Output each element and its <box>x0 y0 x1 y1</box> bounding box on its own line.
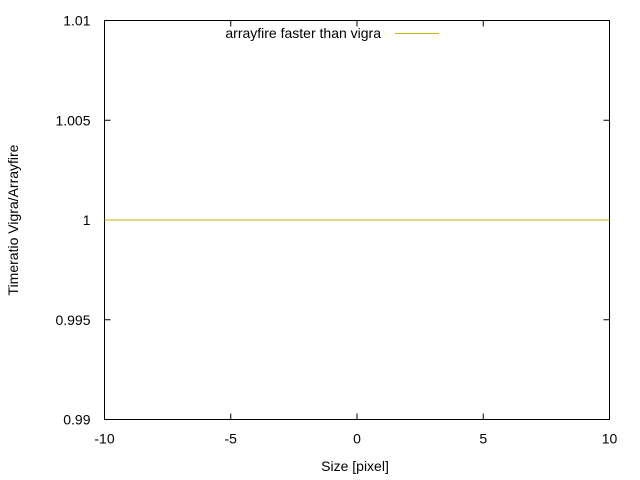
legend-label: arrayfire faster than vigra <box>225 25 381 41</box>
x-tick-label: -10 <box>94 431 114 447</box>
x-axis: -10 -5 0 5 10 <box>94 20 618 447</box>
x-tick-label: -5 <box>225 431 238 447</box>
y-tick-label: 0.995 <box>55 312 90 328</box>
x-axis-title: Size [pixel] <box>321 458 389 474</box>
legend: arrayfire faster than vigra <box>225 25 439 41</box>
y-tick-label: 1 <box>83 212 91 228</box>
y-axis-title: Timeratio Vigra/Arrayfire <box>5 144 21 295</box>
x-tick-label: 0 <box>353 431 361 447</box>
y-tick-label: 1.005 <box>55 112 90 128</box>
x-tick-label: 10 <box>602 431 618 447</box>
y-tick-label: 0.99 <box>63 412 90 428</box>
y-tick-label: 1.01 <box>63 13 90 29</box>
x-tick-label: 5 <box>479 431 487 447</box>
y-axis: 0.99 0.995 1 1.005 1.01 <box>55 13 610 428</box>
